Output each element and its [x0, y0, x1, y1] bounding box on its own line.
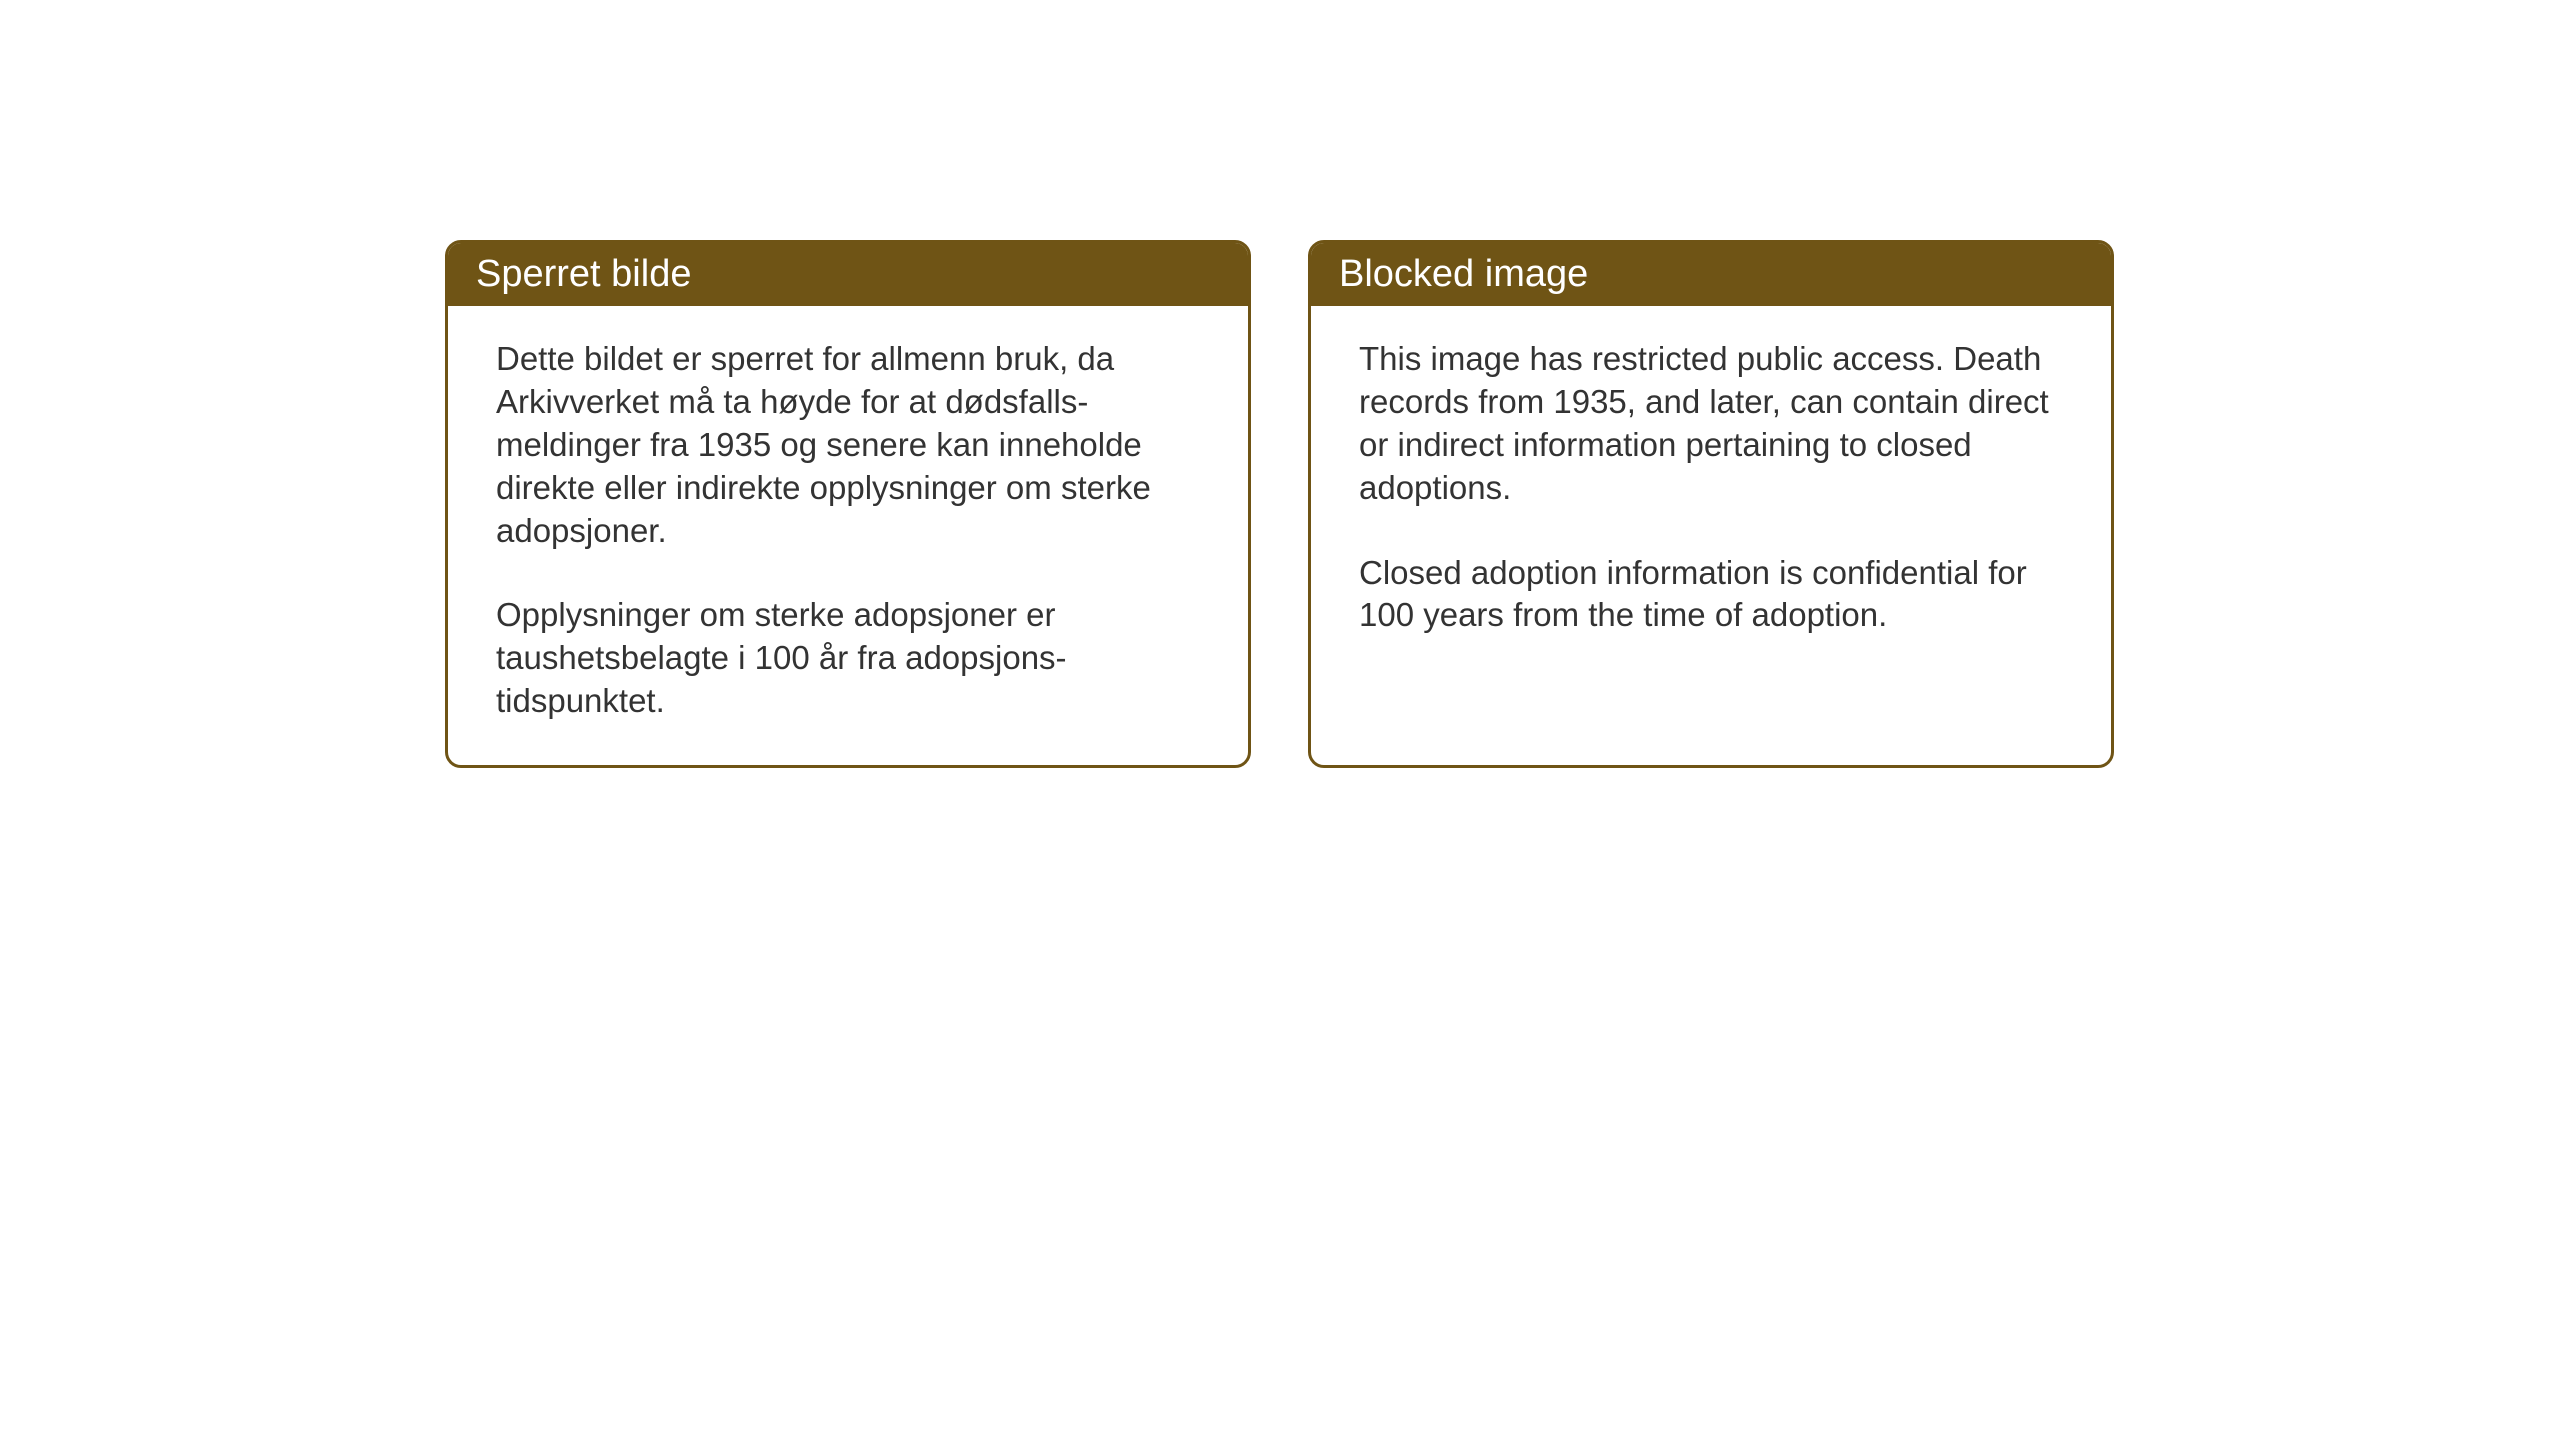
notice-paragraph: Dette bildet er sperret for allmenn bruk… [496, 338, 1200, 552]
notice-card-english: Blocked image This image has restricted … [1308, 240, 2114, 768]
notice-header-norwegian: Sperret bilde [448, 243, 1248, 306]
notice-body-english: This image has restricted public access.… [1311, 306, 2111, 679]
notice-title: Sperret bilde [476, 253, 691, 295]
notice-header-english: Blocked image [1311, 243, 2111, 306]
notice-title: Blocked image [1339, 253, 1588, 295]
notice-body-norwegian: Dette bildet er sperret for allmenn bruk… [448, 306, 1248, 765]
notice-container: Sperret bilde Dette bildet er sperret fo… [445, 240, 2114, 768]
notice-paragraph: Opplysninger om sterke adopsjoner er tau… [496, 594, 1200, 723]
notice-paragraph: Closed adoption information is confident… [1359, 552, 2063, 638]
notice-card-norwegian: Sperret bilde Dette bildet er sperret fo… [445, 240, 1251, 768]
notice-paragraph: This image has restricted public access.… [1359, 338, 2063, 510]
